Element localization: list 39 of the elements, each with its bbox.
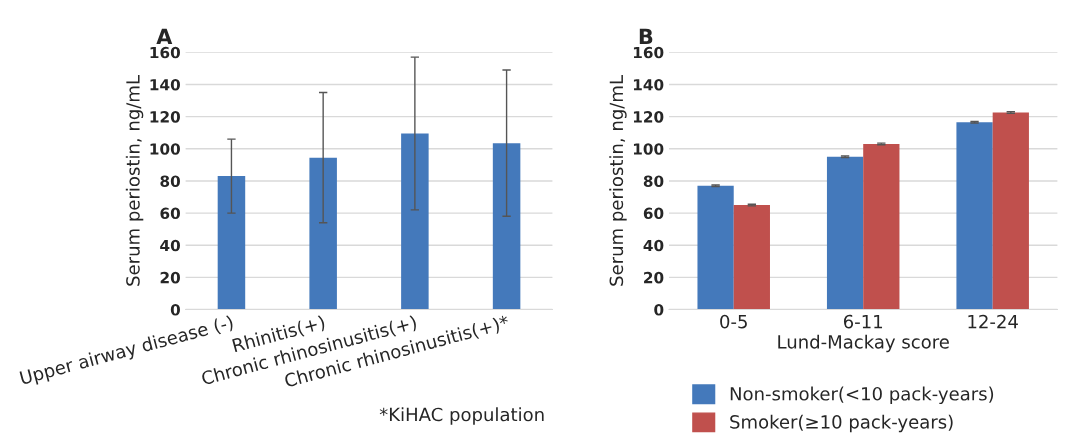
y-tick-label: 60 [643, 207, 664, 220]
bar [309, 157, 337, 310]
y-tick-label: 60 [160, 207, 180, 220]
bar [826, 156, 864, 310]
legend-label: Non-smoker(<10 pack-years) [730, 386, 994, 405]
bar [992, 112, 1029, 310]
bar [217, 176, 246, 310]
y-tick-label: 40 [643, 239, 664, 252]
y-tick-label: 40 [160, 239, 180, 252]
chart-title: A [156, 28, 173, 44]
text: *KiHAC population [379, 407, 544, 425]
legend-label: Smoker(≥10 pack-years) [730, 414, 953, 433]
y-tick-label: 140 [633, 78, 664, 91]
y-tick-label: 20 [644, 271, 664, 284]
bar [697, 185, 734, 310]
y-tick-label: 0 [170, 304, 180, 316]
bar [733, 205, 770, 310]
y-tick-label: 20 [160, 271, 180, 284]
y-tick-label: 120 [150, 111, 180, 123]
bar [863, 143, 900, 310]
y-tick-label: 80 [160, 175, 180, 187]
bar [956, 122, 993, 310]
chart-title: B [639, 28, 653, 44]
y-tick-label: 0 [654, 304, 664, 316]
y-tick-label: 160 [633, 46, 664, 59]
y-axis-title: Serum periostin, ng/mL [125, 75, 144, 286]
y-tick-label: 100 [633, 143, 664, 155]
y-axis-title: Serum periostin, ng/mL [609, 75, 627, 286]
y-tick-label: 100 [150, 143, 180, 155]
bar [401, 133, 429, 310]
x-tick-label: 0-5 [720, 314, 747, 329]
y-tick-label: 160 [150, 46, 180, 59]
y-tick-label: 140 [150, 78, 180, 91]
y-tick-label: 80 [643, 175, 664, 187]
bar [492, 143, 521, 310]
x-tick-label: 6-11 [843, 314, 883, 329]
x-axis-title: Lund-Mackay score [778, 334, 949, 353]
y-tick-label: 120 [633, 111, 664, 123]
x-tick-label: 12-24 [968, 314, 1018, 329]
